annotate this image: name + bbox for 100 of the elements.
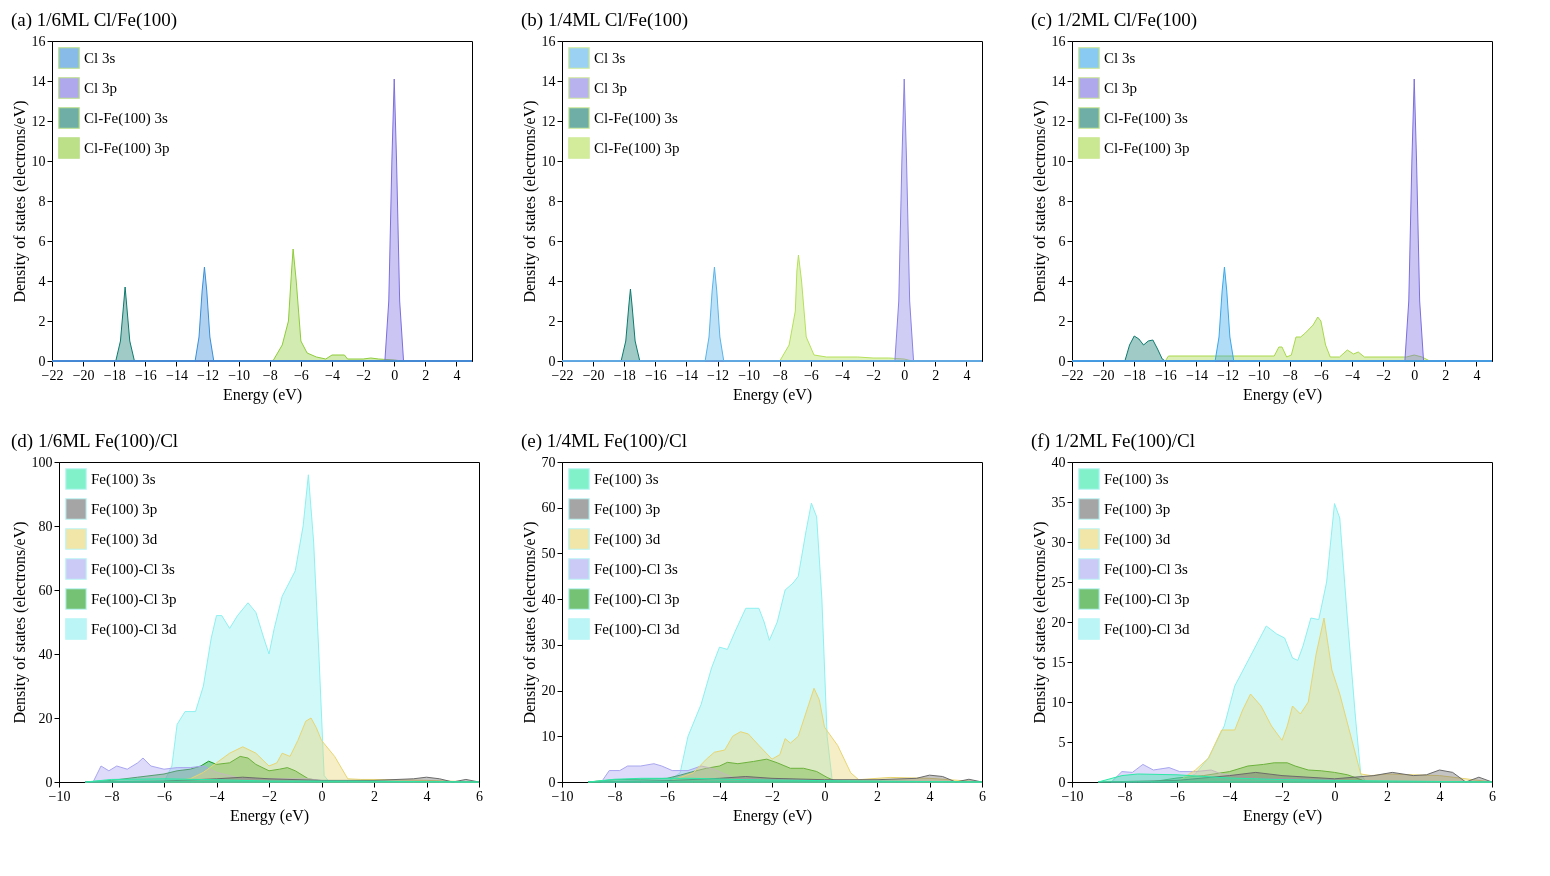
x-axis-title: Energy (eV) [1242,806,1323,825]
y-tick-label: 16 [31,33,46,49]
y-tick-label: 12 [1051,113,1066,129]
y-tick-label: 0 [38,353,46,369]
x-tick-label: −4 [835,367,850,383]
x-tick-label: −12 [1217,367,1240,383]
legend-label: Fe(100) 3p [594,501,661,518]
chart-title: (f) 1/2ML Fe(100)/Cl [1031,430,1195,452]
x-tick-label: −6 [803,367,819,383]
x-tick-label: −8 [1117,788,1133,804]
x-tick-label: −18 [1123,367,1146,383]
y-tick-label: 10 [541,728,556,744]
y-tick-label: 0 [1058,774,1066,790]
chart-title: (c) 1/2ML Cl/Fe(100) [1031,9,1198,31]
y-axis-title: Density of states (electrons/eV) [10,521,29,724]
y-axis-title: Density of states (electrons/eV) [10,100,29,303]
legend-label: Cl-Fe(100) 3p [594,140,680,157]
y-tick-label: 6 [548,233,556,249]
y-tick-label: 5 [1058,734,1066,750]
y-tick-label: 30 [1051,534,1066,550]
x-tick-label: 4 [423,788,431,804]
x-tick-label: 0 [391,367,399,383]
legend-label: Fe(100)-Cl 3s [1104,561,1188,578]
x-tick-label: −10 [551,788,574,804]
x-axis-title: Energy (eV) [1242,385,1323,404]
y-tick-label: 2 [548,313,556,329]
y-tick-label: 40 [1051,454,1066,470]
y-tick-label: 12 [541,113,556,129]
x-tick-label: 2 [422,367,430,383]
y-tick-label: 50 [541,545,556,561]
x-tick-label: −6 [1170,788,1185,804]
x-tick-label: −6 [293,367,309,383]
x-tick-label: −2 [262,788,277,804]
x-tick-label: 4 [926,788,934,804]
y-tick-label: 14 [541,73,556,89]
x-tick-label: −10 [48,788,71,804]
legend-label: Fe(100)-Cl 3p [1104,591,1190,608]
x-tick-label: −18 [103,367,126,383]
x-tick-label: −4 [209,788,225,804]
x-tick-label: −8 [262,367,278,383]
x-axis-title: Energy (eV) [222,385,303,404]
x-tick-label: −4 [1345,367,1360,383]
y-tick-label: 60 [541,500,556,516]
y-tick-label: 40 [541,591,556,607]
x-tick-label: −2 [765,788,780,804]
x-tick-label: 0 [1411,367,1419,383]
legend-label: Fe(100)-Cl 3s [91,561,175,578]
y-axis-title: Density of states (electrons/eV) [520,100,539,303]
x-tick-label: −16 [1154,367,1177,383]
legend-label: Cl-Fe(100) 3p [84,140,170,157]
x-tick-label: 4 [453,367,461,383]
y-tick-label: 40 [38,646,53,662]
x-tick-label: −12 [707,367,730,383]
x-tick-label: 0 [318,788,326,804]
legend-label: Cl 3s [1104,50,1136,66]
y-tick-label: 10 [541,153,556,169]
y-tick-label: 0 [1058,353,1066,369]
x-tick-label: −4 [712,788,728,804]
chart-title: (e) 1/4ML Fe(100)/Cl [521,430,688,452]
y-tick-label: 20 [541,683,556,699]
y-tick-label: 70 [541,454,556,470]
x-tick-label: 4 [963,367,971,383]
x-tick-label: −2 [866,367,882,383]
legend-label: Fe(100)-Cl 3d [91,621,177,638]
chart-title: (a) 1/6ML Cl/Fe(100) [11,9,178,31]
x-tick-label: 4 [1436,788,1444,804]
legend-label: Fe(100)-Cl 3p [91,591,177,608]
x-tick-label: 6 [979,788,986,804]
y-tick-label: 0 [45,774,53,790]
chart-title: (b) 1/4ML Cl/Fe(100) [521,9,689,31]
x-tick-label: −4 [325,367,340,383]
x-tick-label: −18 [613,367,636,383]
x-tick-label: −22 [551,367,574,383]
x-tick-label: −6 [157,788,172,804]
x-tick-label: −10 [1061,788,1084,804]
x-tick-label: 2 [1442,367,1450,383]
y-tick-label: 0 [548,774,556,790]
x-tick-label: −4 [1222,788,1238,804]
y-tick-label: 16 [1051,33,1066,49]
x-tick-label: −8 [772,367,788,383]
legend-label: Cl 3p [84,80,117,96]
legend-label: Cl 3p [1104,80,1137,96]
x-tick-label: 4 [1473,367,1481,383]
y-axis-title: Density of states (electrons/eV) [520,521,539,724]
x-tick-label: −14 [675,367,698,383]
x-tick-label: −20 [1092,367,1115,383]
legend-label: Fe(100) 3s [1104,471,1169,488]
y-tick-label: 14 [1051,73,1066,89]
legend-label: Fe(100) 3s [91,471,156,488]
x-tick-label: 6 [476,788,483,804]
x-tick-label: −14 [165,367,188,383]
legend-label: Fe(100)-Cl 3p [594,591,680,608]
y-tick-label: 20 [1051,614,1066,630]
x-tick-label: −22 [1061,367,1084,383]
y-tick-label: 16 [541,33,556,49]
y-tick-label: 2 [1058,313,1066,329]
chart-title: (d) 1/6ML Fe(100)/Cl [11,430,179,452]
x-tick-label: −8 [1282,367,1298,383]
y-tick-label: 8 [548,193,556,209]
x-axis-title: Energy (eV) [732,806,813,825]
